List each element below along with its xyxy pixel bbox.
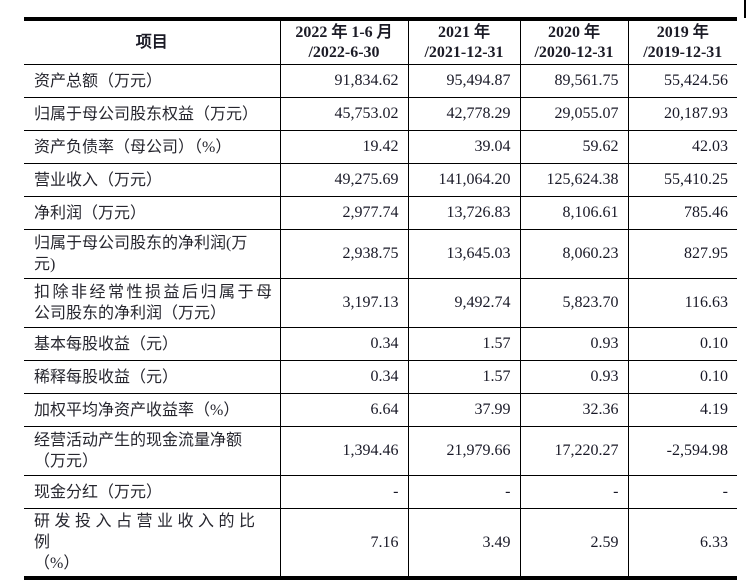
table-row: 营业收入（万元） 49,275.69 141,064.20 125,624.38… xyxy=(24,163,737,197)
cell-value: 21,979.66 xyxy=(407,426,520,476)
table-row: 研发投入占营业收入的比例 （%） 7.16 3.49 2.59 6.33 xyxy=(24,508,737,579)
header-period-2021: 2021 年 /2021-12-31 xyxy=(407,19,520,65)
cell-value: 0.34 xyxy=(279,327,408,361)
table-row: 扣除非经常性损益后归属于母 公司股东的净利润（万元） 3,197.13 9,49… xyxy=(24,278,737,328)
table-row: 资产负债率（母公司）（%） 19.42 39.04 59.62 42.03 xyxy=(24,130,737,164)
table-row: 净利润（万元） 2,977.74 13,726.83 8,106.61 785.… xyxy=(24,196,737,230)
table-row: 加权平均净资产收益率（%） 6.64 37.99 32.36 4.19 xyxy=(24,393,737,427)
cell-value: 785.46 xyxy=(627,196,737,230)
cell-value: 116.63 xyxy=(627,278,737,328)
cell-value: 45,753.02 xyxy=(279,97,408,131)
cell-value: - xyxy=(519,475,628,509)
cell-value: 42,778.29 xyxy=(407,97,520,131)
row-label: 资产总额（万元） xyxy=(24,64,280,98)
cell-value: 827.95 xyxy=(627,229,737,279)
cell-value: 2.59 xyxy=(519,508,628,579)
header-period-2022: 2022 年 1-6 月 /2022-6-30 xyxy=(279,19,408,65)
cell-value: 1.57 xyxy=(407,327,520,361)
row-label: 资产负债率（母公司）（%） xyxy=(24,130,280,164)
table-row: 资产总额（万元） 91,834.62 95,494.87 89,561.75 5… xyxy=(24,64,737,98)
cell-value: 55,424.56 xyxy=(627,64,737,98)
row-label: 加权平均净资产收益率（%） xyxy=(24,393,280,427)
cell-value: 0.93 xyxy=(519,360,628,394)
cell-value: 7.16 xyxy=(279,508,408,579)
cell-value: 0.93 xyxy=(519,327,628,361)
cell-value: 49,275.69 xyxy=(279,163,408,197)
cell-value: 141,064.20 xyxy=(407,163,520,197)
cell-value: 37.99 xyxy=(407,393,520,427)
cell-value: 3,197.13 xyxy=(279,278,408,328)
header-period-2020: 2020 年 /2020-12-31 xyxy=(519,19,628,65)
cell-value: 32.36 xyxy=(519,393,628,427)
cell-value: 95,494.87 xyxy=(407,64,520,98)
cell-value: 39.04 xyxy=(407,130,520,164)
cell-value: 42.03 xyxy=(627,130,737,164)
cell-value: 91,834.62 xyxy=(279,64,408,98)
cell-value: 55,410.25 xyxy=(627,163,737,197)
cell-value: 6.64 xyxy=(279,393,408,427)
cell-value: 1,394.46 xyxy=(279,426,408,476)
cell-value: 89,561.75 xyxy=(519,64,628,98)
header-period-2019: 2019 年 /2019-12-31 xyxy=(627,19,737,65)
cell-value: 13,726.83 xyxy=(407,196,520,230)
row-label: 现金分红（万元） xyxy=(24,475,280,509)
document-page: 项目 2022 年 1-6 月 /2022-6-30 2021 年 /2021-… xyxy=(24,0,746,580)
table-row: 稀释每股收益（元） 0.34 1.57 0.93 0.10 xyxy=(24,360,737,394)
table-row: 经营活动产生的现金流量净额 （万元） 1,394.46 21,979.66 17… xyxy=(24,426,737,476)
cell-value: 6.33 xyxy=(627,508,737,579)
cell-value: 13,645.03 xyxy=(407,229,520,279)
table-row: 归属于母公司股东的净利润(万 元) 2,938.75 13,645.03 8,0… xyxy=(24,229,737,279)
table-header-row: 项目 2022 年 1-6 月 /2022-6-30 2021 年 /2021-… xyxy=(24,19,737,65)
cell-value: 19.42 xyxy=(279,130,408,164)
cell-value: 4.19 xyxy=(627,393,737,427)
header-item: 项目 xyxy=(24,19,280,65)
cell-value: 1.57 xyxy=(407,360,520,394)
cell-value: 8,106.61 xyxy=(519,196,628,230)
table-row: 归属于母公司股东权益（万元） 45,753.02 42,778.29 29,05… xyxy=(24,97,737,131)
cell-value: 0.10 xyxy=(627,360,737,394)
cell-value: 3.49 xyxy=(407,508,520,579)
cell-value: 17,220.27 xyxy=(519,426,628,476)
cell-value: -2,594.98 xyxy=(627,426,737,476)
cell-value: 59.62 xyxy=(519,130,628,164)
cell-value: 29,055.07 xyxy=(519,97,628,131)
cell-value: 0.10 xyxy=(627,327,737,361)
cell-value: 5,823.70 xyxy=(519,278,628,328)
cell-value: - xyxy=(407,475,520,509)
cell-value: 20,187.93 xyxy=(627,97,737,131)
cell-value: - xyxy=(627,475,737,509)
cell-value: 0.34 xyxy=(279,360,408,394)
cell-value: 2,977.74 xyxy=(279,196,408,230)
table-row: 基本每股收益（元） 0.34 1.57 0.93 0.10 xyxy=(24,327,737,361)
cell-value: 2,938.75 xyxy=(279,229,408,279)
row-label: 研发投入占营业收入的比例 （%） xyxy=(24,508,280,579)
row-label: 经营活动产生的现金流量净额 （万元） xyxy=(24,426,280,476)
financial-summary-table: 项目 2022 年 1-6 月 /2022-6-30 2021 年 /2021-… xyxy=(24,17,737,580)
row-label: 基本每股收益（元） xyxy=(24,327,280,361)
row-label: 净利润（万元） xyxy=(24,196,280,230)
table-row: 现金分红（万元） - - - - xyxy=(24,475,737,509)
row-label: 营业收入（万元） xyxy=(24,163,280,197)
row-label: 归属于母公司股东的净利润(万 元) xyxy=(24,229,280,279)
cell-value: 125,624.38 xyxy=(519,163,628,197)
cell-value: - xyxy=(279,475,408,509)
row-label: 归属于母公司股东权益（万元） xyxy=(24,97,280,131)
page-artifact-line xyxy=(744,0,746,18)
row-label: 扣除非经常性损益后归属于母 公司股东的净利润（万元） xyxy=(24,278,280,328)
row-label: 稀释每股收益（元） xyxy=(24,360,280,394)
cell-value: 9,492.74 xyxy=(407,278,520,328)
cell-value: 8,060.23 xyxy=(519,229,628,279)
